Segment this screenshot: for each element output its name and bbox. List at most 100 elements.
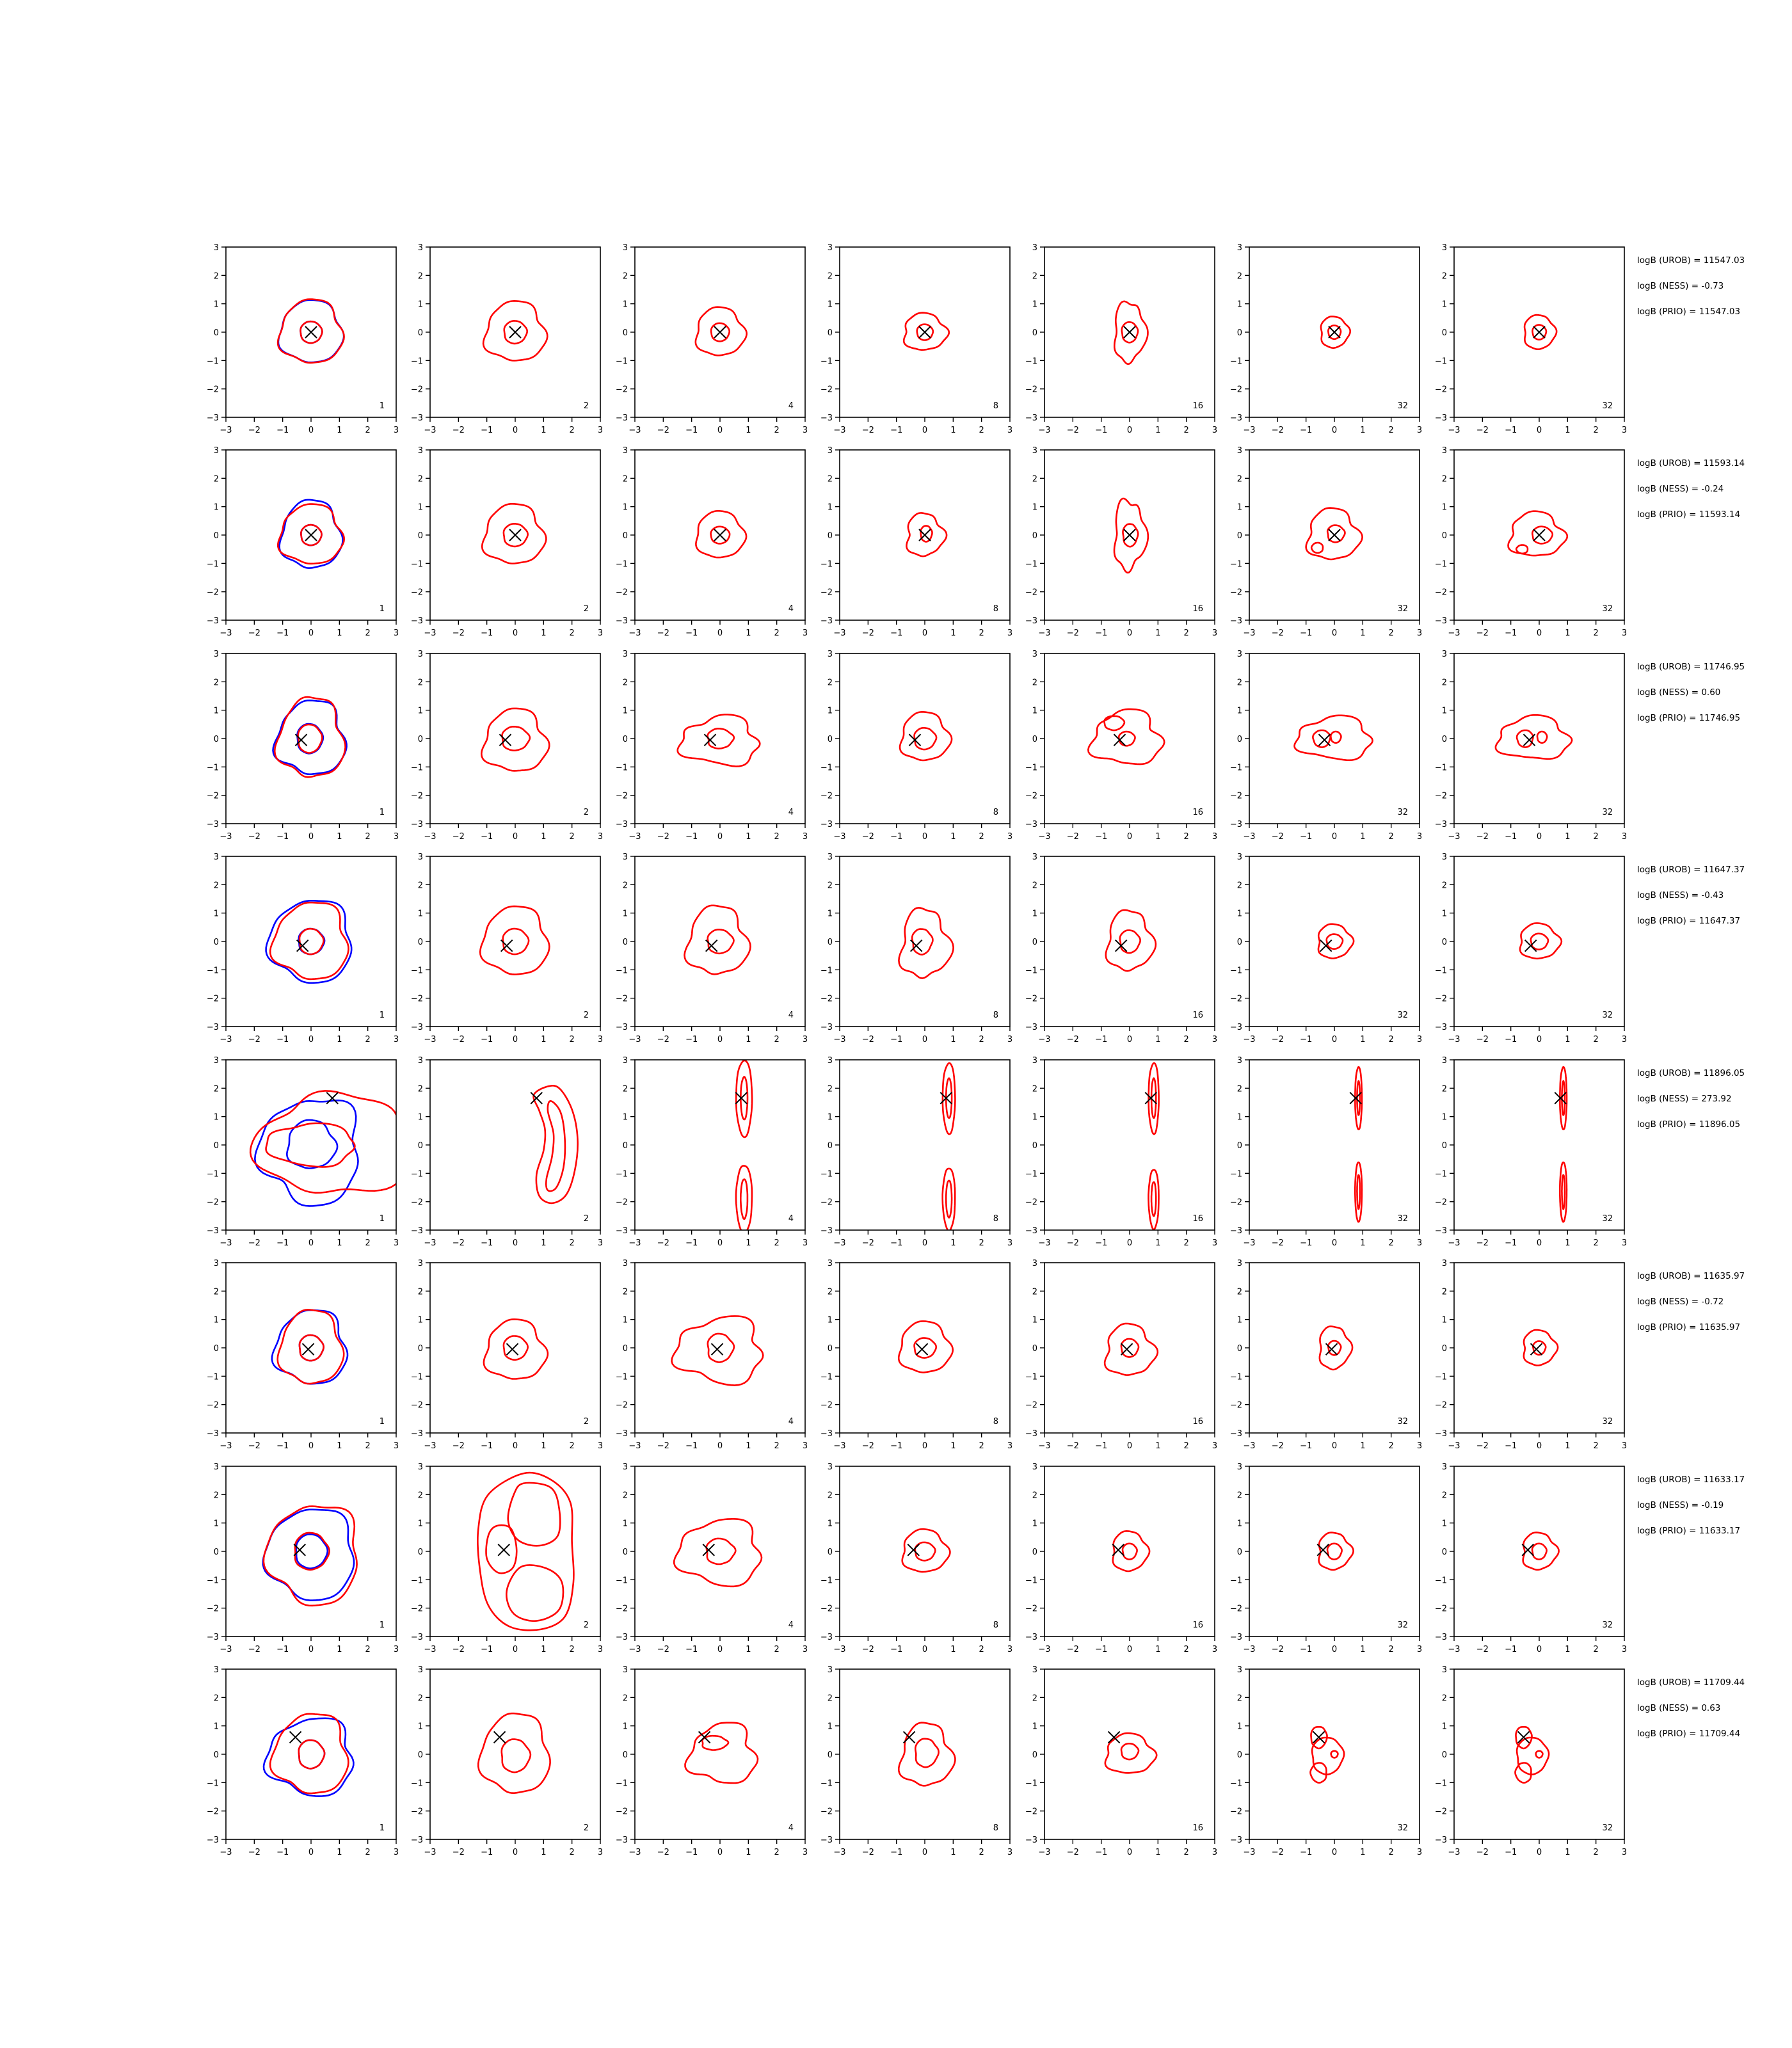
x-tick-label: 3 <box>598 426 603 435</box>
logb-annotation: logB (UROB) = 11593.14 <box>1637 458 1745 468</box>
y-tick-label: 3 <box>623 446 628 456</box>
logb-annotation: logB (PRIO) = 11593.14 <box>1637 509 1740 520</box>
x-tick-label: 1 <box>1155 1035 1160 1044</box>
y-tick-label: 1 <box>1442 1722 1447 1732</box>
red-contour-line <box>1150 1077 1157 1119</box>
y-tick-label: −1 <box>616 1372 628 1382</box>
y-tick-label: 2 <box>828 474 833 484</box>
red-contour-line <box>545 1100 566 1192</box>
y-tick-label: 3 <box>214 1462 219 1472</box>
x-tick-label: −3 <box>1038 426 1050 435</box>
y-tick-label: −2 <box>411 995 423 1004</box>
y-tick-label: 1 <box>1032 1316 1037 1325</box>
x-tick-label: 0 <box>513 426 518 435</box>
x-tick-label: −1 <box>276 1848 289 1857</box>
x-tick-label: −2 <box>1067 628 1079 638</box>
x-tick-label: −2 <box>1476 1848 1489 1857</box>
column-label: 16 <box>1192 1214 1203 1224</box>
contour-group <box>695 510 748 559</box>
red-contour-line <box>1310 541 1324 554</box>
y-tick-label: −3 <box>1230 1023 1242 1032</box>
y-tick-label: −3 <box>820 413 833 423</box>
subplot-r2-c5: −3−3 −2 −2 −1 −1 0 0 1 1 2 2 3 3 16 <box>1025 446 1217 638</box>
red-contour-line <box>300 320 323 344</box>
x-tick-label: −2 <box>1476 1238 1489 1248</box>
red-contour-line <box>710 322 731 342</box>
x-tick-label: −1 <box>685 426 698 435</box>
x-tick-label: −3 <box>424 1848 436 1857</box>
y-tick-label: −3 <box>616 1633 628 1642</box>
y-tick-label: 0 <box>418 531 423 541</box>
y-tick-label: 2 <box>828 1491 833 1500</box>
red-contour-line <box>502 927 530 956</box>
axes-frame <box>634 1466 806 1637</box>
red-contour-line <box>1113 497 1149 574</box>
subplot-r5-c2: −3−3 −2 −2 −1 −1 0 0 1 1 2 2 3 3 2 <box>411 1056 603 1248</box>
y-tick-label: 1 <box>623 503 628 513</box>
contour-group <box>532 1085 579 1204</box>
x-tick-label: −1 <box>481 628 493 638</box>
x-tick-label: −3 <box>220 1238 232 1248</box>
y-tick-label: 2 <box>828 1287 833 1297</box>
x-tick-label: 0 <box>1537 628 1542 638</box>
y-tick-label: 1 <box>1237 909 1242 919</box>
true-location-marker <box>907 1544 920 1556</box>
red-contour-line <box>676 714 761 767</box>
y-tick-label: 1 <box>828 909 833 919</box>
subplot-r4-c5: −3−3 −2 −2 −1 −1 0 0 1 1 2 2 3 3 16 <box>1025 852 1217 1044</box>
subplot-r5-c7: −3−3 −2 −2 −1 −1 0 0 1 1 2 2 3 3 32 <box>1435 1056 1627 1248</box>
red-contour-line <box>269 1713 349 1795</box>
x-tick-label: 2 <box>570 1848 575 1857</box>
y-tick-label: −2 <box>616 995 628 1004</box>
red-contour-line <box>695 510 748 559</box>
x-tick-label: −2 <box>657 1441 669 1451</box>
true-location-marker <box>326 1092 339 1105</box>
x-tick-label: 1 <box>950 1035 956 1044</box>
red-contour-line <box>1150 1181 1157 1217</box>
y-tick-label: −3 <box>616 616 628 626</box>
y-tick-label: 1 <box>418 503 423 513</box>
y-tick-label: 2 <box>1032 881 1037 890</box>
red-contour-line <box>273 696 346 778</box>
y-tick-label: −1 <box>616 966 628 975</box>
x-tick-label: 3 <box>1212 1848 1217 1857</box>
contour-group <box>941 1062 956 1230</box>
y-tick-label: 3 <box>623 852 628 862</box>
axes-frame <box>1044 653 1215 824</box>
y-tick-label: −3 <box>1435 616 1447 626</box>
y-tick-label: −3 <box>1025 1429 1037 1439</box>
y-tick-label: 2 <box>623 1693 628 1703</box>
y-tick-label: −2 <box>1435 588 1447 598</box>
red-contour-line <box>1531 1542 1548 1560</box>
x-tick-label: 2 <box>1389 1645 1394 1654</box>
y-tick-label: −1 <box>820 763 833 772</box>
column-label: 2 <box>584 1214 589 1224</box>
y-tick-label: 2 <box>1442 881 1447 890</box>
column-label: 32 <box>1602 808 1613 817</box>
x-tick-label: 2 <box>365 1238 371 1248</box>
y-tick-label: −1 <box>820 356 833 366</box>
subplot-row-4: −3−3−2−2−1−1001122331−3−3−2−2−1−10011223… <box>207 852 1745 1044</box>
true-location-marker <box>509 529 522 541</box>
x-tick-label: 0 <box>717 628 723 638</box>
y-tick-label: −2 <box>207 385 219 395</box>
axes-frame <box>839 1668 1011 1840</box>
logb-annotation: logB (NESS) = 0.60 <box>1637 687 1720 698</box>
y-tick-label: −1 <box>820 1372 833 1382</box>
y-tick-label: 3 <box>418 1259 423 1268</box>
red-contour-line <box>913 727 938 751</box>
subplot-r8-c4: −3−3 −2 −2 −1 −1 0 0 1 1 2 2 3 3 8 <box>820 1665 1012 1857</box>
x-tick-label: 0 <box>513 1238 518 1248</box>
y-tick-label: 0 <box>1032 1548 1037 1557</box>
x-tick-label: −2 <box>1272 1441 1284 1451</box>
x-tick-label: 0 <box>717 1441 723 1451</box>
x-tick-label: 3 <box>1212 1441 1217 1451</box>
y-tick-label: 1 <box>828 1113 833 1123</box>
x-tick-label: 3 <box>1622 1848 1627 1857</box>
y-tick-label: −3 <box>1025 820 1037 829</box>
logb-annotation: logB (NESS) = 273.92 <box>1637 1094 1732 1104</box>
x-tick-label: −3 <box>1243 1645 1255 1654</box>
x-tick-label: 0 <box>1332 1645 1337 1654</box>
red-contour-line <box>1112 1530 1151 1572</box>
y-tick-label: 0 <box>828 1141 833 1151</box>
